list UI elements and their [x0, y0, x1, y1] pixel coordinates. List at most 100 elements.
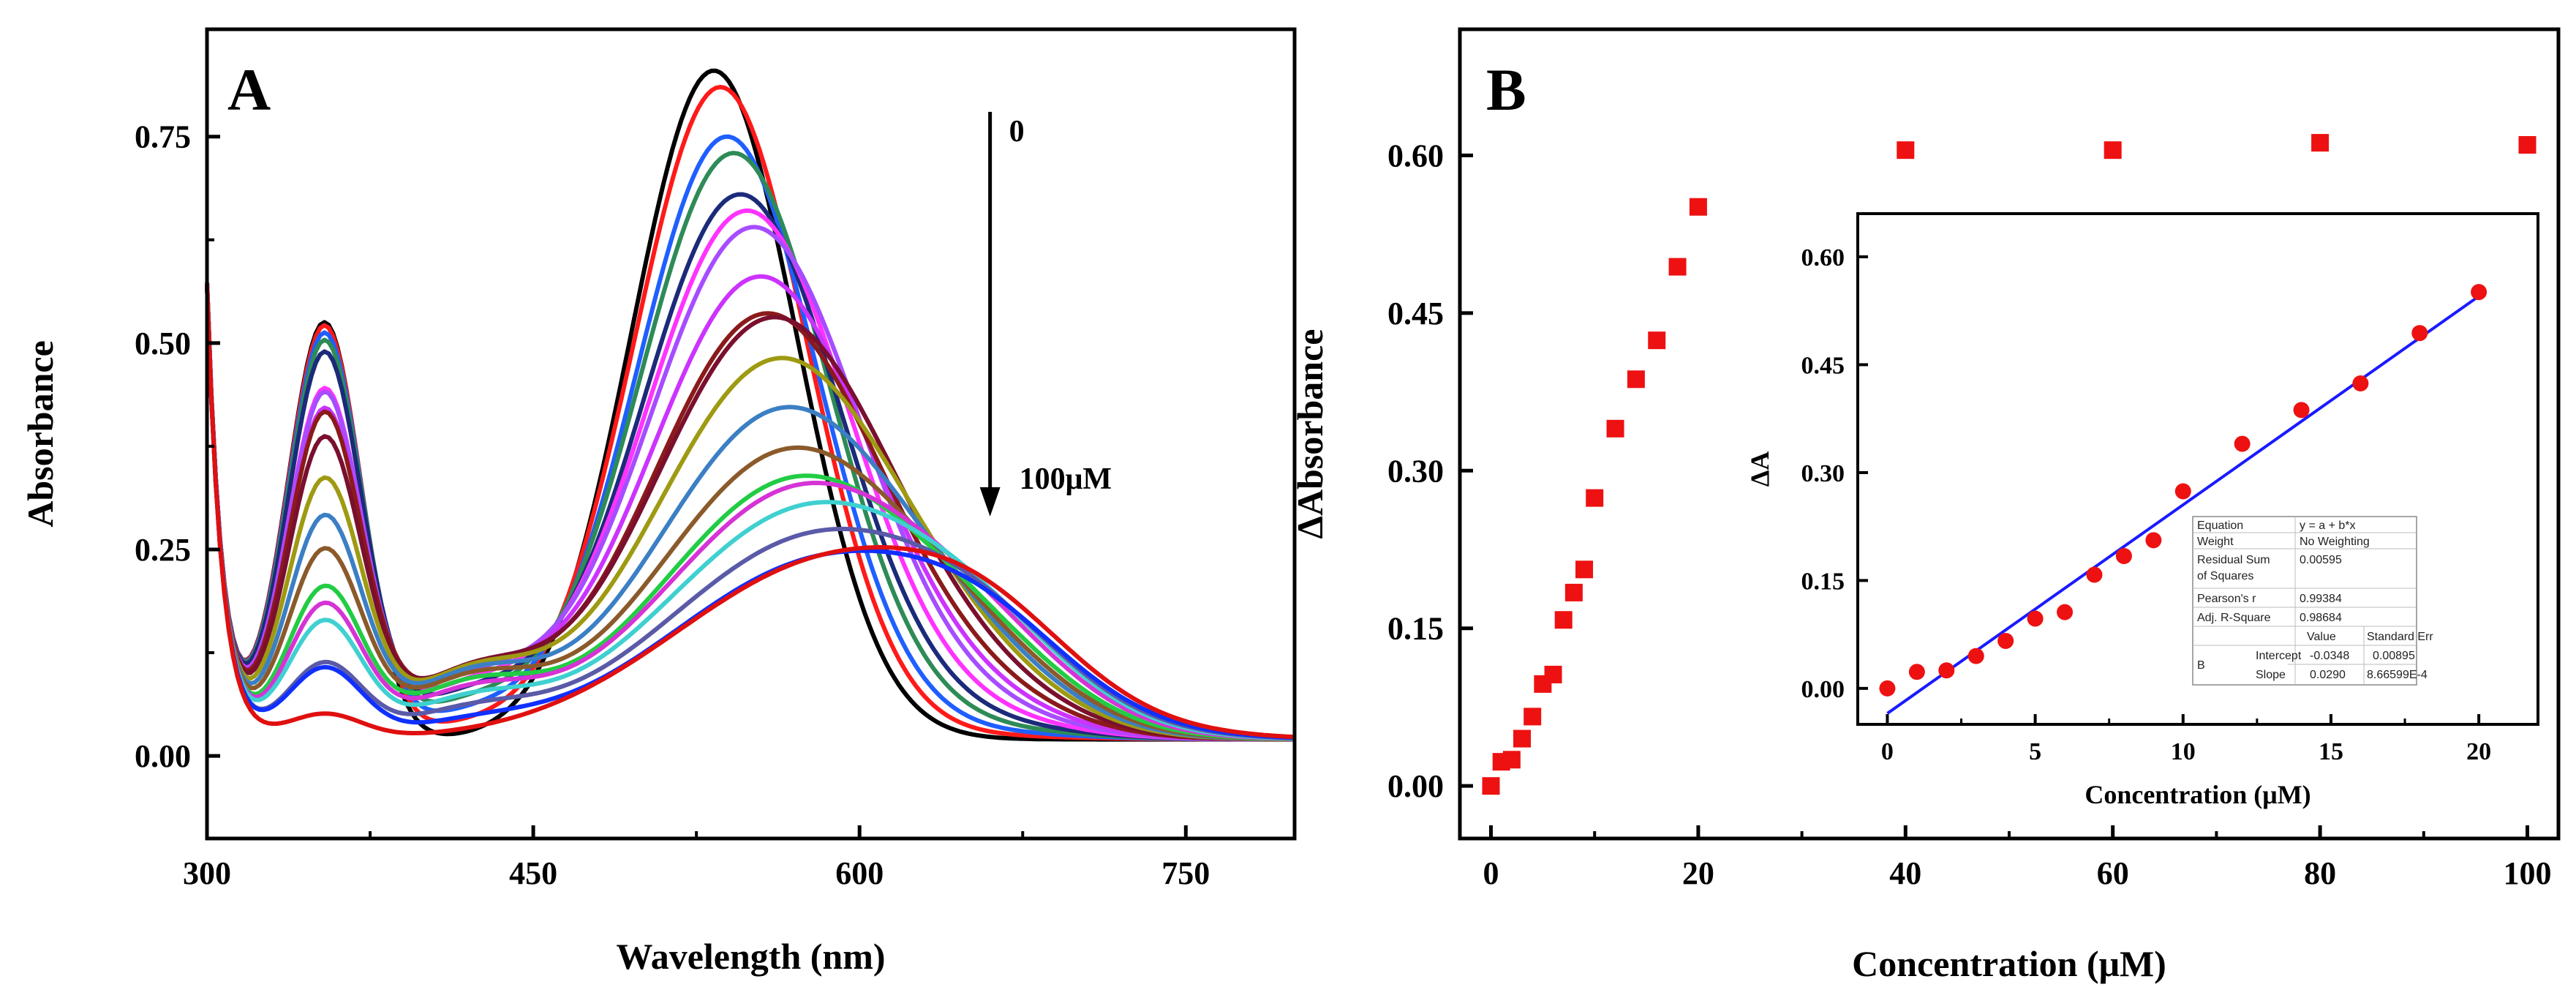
y-tick-label: 0.60 [1387, 138, 1444, 173]
inset-data-point [2352, 375, 2369, 392]
y-tick-label: 0.30 [1801, 460, 1845, 487]
x-tick-label: 300 [183, 855, 231, 891]
x-tick-label: 10 [2171, 738, 2196, 765]
y-tick-label: 0.25 [135, 532, 191, 568]
table-adjr-value: 0.98684 [2300, 612, 2342, 624]
inset-data-point [2234, 435, 2251, 452]
table-slope-label: Slope [2256, 669, 2286, 681]
y-tick-label: 0.60 [1801, 244, 1845, 271]
y-tick-label: 0.45 [1801, 352, 1845, 379]
inset-data-point [2293, 402, 2310, 419]
inset-data-point [2174, 483, 2191, 500]
inset-data-point [1997, 632, 2014, 649]
spectrum-curve [205, 284, 1295, 742]
annotation-zero: 0 [1009, 115, 1025, 149]
panel-a-y-axis-label: Absorbance [20, 340, 61, 528]
data-point [1544, 665, 1562, 683]
inset-y-axis-label: ΔA [1745, 451, 1774, 487]
table-adjr-label: Adj. R-Square [2197, 612, 2271, 624]
x-tick-label: 750 [1161, 855, 1210, 891]
table-pearson-label: Pearson's r [2197, 593, 2256, 605]
x-tick-label: 40 [1889, 855, 1921, 891]
inset-data-point [1938, 662, 1955, 679]
spectrum-curve [205, 285, 1295, 740]
data-point [1575, 560, 1594, 579]
table-rss-value: 0.00595 [2300, 554, 2342, 566]
data-point [1586, 489, 1604, 507]
table-intercept-value: -0.0348 [2310, 650, 2349, 662]
y-tick-label: 0.00 [1387, 768, 1444, 804]
y-tick-label: 0.15 [1801, 568, 1845, 595]
table-equation-value: y = a + b*x [2300, 519, 2356, 532]
table-slope-value: 0.0290 [2310, 669, 2346, 681]
data-point [1668, 258, 1687, 276]
inset-points [1879, 284, 2488, 697]
spectrum-curve [205, 283, 1295, 742]
spectrum-curve [205, 284, 1295, 740]
y-tick-label: 0.45 [1387, 296, 1444, 331]
table-stderr-header: Standard Err [2367, 631, 2433, 643]
spectrum-curve [205, 284, 1295, 741]
inset-data-point [2115, 547, 2132, 564]
inset-ticks: 0 5 10 15 20 0.00 0.15 0.30 0.45 0.60 [1801, 244, 2492, 765]
x-tick-label: 20 [1682, 855, 1714, 891]
concentration-arrowhead [979, 487, 1001, 517]
data-point [1606, 419, 1624, 438]
table-equation-label: Equation [2197, 519, 2243, 532]
data-point [1564, 583, 1583, 601]
inset-fit-line [1886, 295, 2480, 715]
x-tick-label: 60 [2097, 855, 2129, 891]
spectrum-curve [205, 85, 1295, 742]
panel-a-x-axis-label: Wavelength (nm) [616, 936, 885, 977]
panel-a-plot-frame [205, 27, 1297, 841]
table-pearson-value: 0.99384 [2300, 593, 2342, 605]
data-point [1689, 198, 1707, 216]
table-row-group: B [2197, 659, 2205, 672]
inset-data-point [1879, 680, 1896, 697]
x-tick-label: 0 [1483, 855, 1499, 891]
panel-b-label: B [1486, 56, 1526, 123]
y-tick-label: 0.50 [135, 326, 191, 361]
data-point [1513, 729, 1532, 748]
y-tick-label: 0.30 [1387, 453, 1444, 489]
spectrum-curve [205, 283, 1295, 742]
panel-a-ticks: 300 450 600 750 0.00 0.25 0.50 0.75 [135, 119, 1210, 891]
table-value-header: Value [2307, 631, 2336, 643]
x-tick-label: 5 [2029, 738, 2041, 765]
y-tick-label: 0.15 [1387, 611, 1444, 647]
table-intercept-err: 0.00895 [2373, 650, 2415, 662]
x-tick-label: 15 [2319, 738, 2343, 765]
x-tick-label: 80 [2304, 855, 2336, 891]
inset-data-point [2471, 284, 2488, 301]
y-tick-label: 0.75 [135, 119, 191, 155]
inset-data-point [2145, 532, 2162, 549]
x-tick-label: 450 [509, 855, 557, 891]
data-point [1554, 611, 1573, 629]
panel-a-chart: 300 450 600 750 0.00 0.25 0.50 0.75 A Wavelengt… [20, 27, 1297, 977]
data-point [1482, 777, 1500, 795]
inset-x-axis-label: Concentration (μM) [2084, 780, 2311, 809]
x-tick-label: 0 [1881, 738, 1894, 765]
inset-data-point [1967, 648, 1984, 664]
data-point [1524, 708, 1542, 726]
x-tick-label: 20 [2466, 738, 2491, 765]
data-point [2311, 134, 2330, 152]
table-slope-err: 8.66599E-4 [2367, 669, 2428, 681]
table-intercept-label: Intercept [2256, 650, 2302, 662]
data-point [1502, 751, 1521, 769]
panel-b-y-axis-label: ΔAbsorbance [1289, 329, 1330, 539]
panel-b-points [1482, 134, 2537, 795]
panel-b-x-axis-label: Concentration (μM) [1852, 943, 2166, 984]
data-point [2518, 136, 2537, 154]
data-point [1897, 141, 1915, 160]
data-point [2104, 141, 2122, 160]
regression-table: Equation y = a + b*x Weight No Weighting… [2192, 516, 2433, 686]
annotation-100um: 100μM [1020, 462, 1112, 496]
table-weight-value: No Weighting [2300, 536, 2370, 548]
panel-a-label: A [227, 56, 271, 123]
table-rss-label-1: Residual Sum [2197, 554, 2270, 566]
table-rss-label-2: of Squares [2197, 570, 2253, 582]
inset-data-point [1908, 664, 1925, 680]
